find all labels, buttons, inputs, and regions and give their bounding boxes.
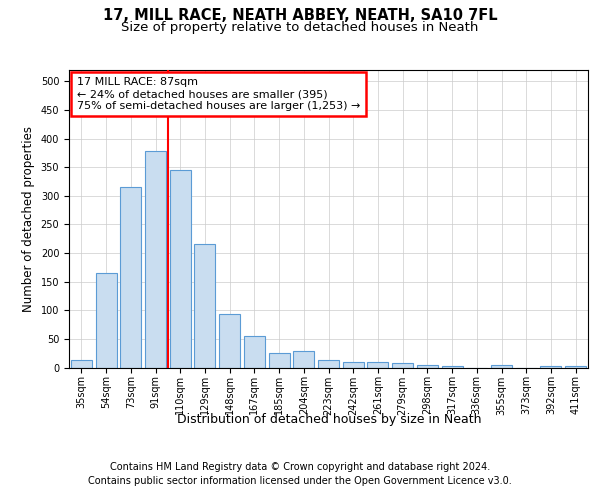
Bar bbox=[293, 352, 314, 368]
Bar bbox=[318, 360, 339, 368]
Bar bbox=[565, 366, 586, 368]
Bar bbox=[343, 362, 364, 368]
Y-axis label: Number of detached properties: Number of detached properties bbox=[22, 126, 35, 312]
Bar bbox=[442, 366, 463, 368]
Bar bbox=[145, 151, 166, 368]
Text: Distribution of detached houses by size in Neath: Distribution of detached houses by size … bbox=[176, 412, 481, 426]
Bar bbox=[541, 366, 562, 368]
Bar bbox=[170, 170, 191, 368]
Bar bbox=[120, 188, 141, 368]
Bar bbox=[194, 244, 215, 368]
Bar bbox=[491, 365, 512, 368]
Bar bbox=[71, 360, 92, 368]
Text: Size of property relative to detached houses in Neath: Size of property relative to detached ho… bbox=[121, 21, 479, 34]
Bar bbox=[392, 364, 413, 368]
Bar bbox=[417, 364, 438, 368]
Bar bbox=[367, 362, 388, 368]
Text: 17, MILL RACE, NEATH ABBEY, NEATH, SA10 7FL: 17, MILL RACE, NEATH ABBEY, NEATH, SA10 … bbox=[103, 8, 497, 22]
Bar bbox=[95, 273, 116, 368]
Text: Contains public sector information licensed under the Open Government Licence v3: Contains public sector information licen… bbox=[88, 476, 512, 486]
Bar bbox=[219, 314, 240, 368]
Text: Contains HM Land Registry data © Crown copyright and database right 2024.: Contains HM Land Registry data © Crown c… bbox=[110, 462, 490, 472]
Text: 17 MILL RACE: 87sqm
← 24% of detached houses are smaller (395)
75% of semi-detac: 17 MILL RACE: 87sqm ← 24% of detached ho… bbox=[77, 78, 360, 110]
Bar bbox=[244, 336, 265, 368]
Bar bbox=[269, 353, 290, 368]
